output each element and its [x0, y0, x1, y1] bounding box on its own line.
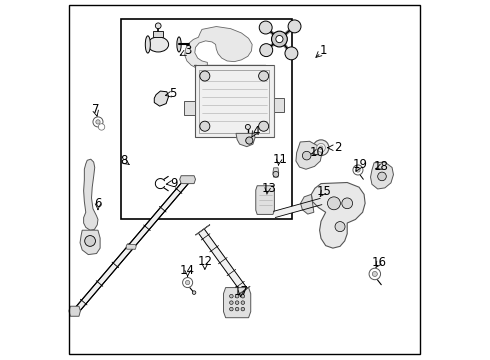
- Polygon shape: [73, 178, 190, 315]
- Circle shape: [313, 140, 329, 156]
- Text: 4: 4: [252, 125, 260, 138]
- Polygon shape: [84, 159, 98, 230]
- Circle shape: [285, 47, 298, 60]
- Polygon shape: [273, 168, 279, 177]
- Circle shape: [259, 21, 272, 34]
- Circle shape: [235, 294, 239, 298]
- Text: 5: 5: [169, 87, 176, 100]
- Circle shape: [276, 36, 283, 42]
- Text: 9: 9: [170, 177, 178, 190]
- Polygon shape: [180, 176, 196, 184]
- Ellipse shape: [148, 37, 169, 52]
- Ellipse shape: [146, 36, 150, 53]
- Circle shape: [353, 165, 363, 175]
- Polygon shape: [195, 65, 274, 137]
- Polygon shape: [196, 225, 210, 235]
- Polygon shape: [296, 141, 322, 169]
- Text: 13: 13: [261, 182, 276, 195]
- Text: 1: 1: [319, 44, 327, 57]
- Polygon shape: [80, 230, 100, 255]
- Text: 19: 19: [353, 158, 368, 171]
- Circle shape: [369, 268, 381, 280]
- Polygon shape: [300, 194, 314, 214]
- Circle shape: [273, 171, 279, 177]
- Circle shape: [259, 71, 269, 81]
- Circle shape: [98, 124, 105, 130]
- Polygon shape: [199, 65, 267, 87]
- Text: 12: 12: [198, 255, 213, 268]
- Circle shape: [85, 235, 96, 246]
- Circle shape: [317, 143, 325, 152]
- Circle shape: [288, 20, 301, 33]
- Circle shape: [356, 168, 360, 172]
- Circle shape: [302, 151, 311, 160]
- Polygon shape: [198, 229, 247, 293]
- Polygon shape: [185, 27, 252, 69]
- Text: 16: 16: [372, 256, 387, 269]
- Circle shape: [186, 280, 190, 285]
- Text: 18: 18: [374, 160, 389, 173]
- Circle shape: [319, 146, 323, 149]
- Circle shape: [200, 121, 210, 131]
- Circle shape: [259, 121, 269, 131]
- Polygon shape: [273, 198, 322, 217]
- Bar: [122, 19, 292, 219]
- Circle shape: [245, 137, 253, 144]
- Circle shape: [241, 294, 245, 298]
- Circle shape: [241, 301, 245, 305]
- Text: 15: 15: [317, 185, 331, 198]
- Circle shape: [192, 291, 196, 294]
- Circle shape: [93, 117, 103, 127]
- Circle shape: [335, 222, 345, 231]
- Circle shape: [200, 71, 210, 81]
- Polygon shape: [184, 101, 195, 116]
- Text: 6: 6: [94, 197, 102, 210]
- Circle shape: [230, 307, 233, 311]
- Polygon shape: [256, 186, 274, 215]
- Text: 14: 14: [180, 264, 195, 277]
- Polygon shape: [154, 91, 169, 106]
- Polygon shape: [126, 244, 136, 249]
- Text: 3: 3: [184, 44, 191, 57]
- Polygon shape: [236, 134, 255, 147]
- Text: 2: 2: [334, 141, 341, 154]
- Polygon shape: [274, 98, 284, 112]
- Circle shape: [235, 301, 239, 305]
- Text: 8: 8: [121, 154, 128, 167]
- Circle shape: [155, 23, 161, 29]
- Text: 11: 11: [272, 153, 288, 166]
- Circle shape: [245, 125, 250, 130]
- Circle shape: [271, 31, 287, 47]
- Polygon shape: [235, 286, 250, 297]
- Text: 17: 17: [234, 285, 249, 298]
- Circle shape: [260, 44, 273, 57]
- Ellipse shape: [177, 37, 181, 52]
- Circle shape: [230, 301, 233, 305]
- Polygon shape: [311, 183, 365, 248]
- Circle shape: [96, 120, 100, 124]
- Polygon shape: [153, 31, 163, 37]
- Circle shape: [235, 307, 239, 311]
- Polygon shape: [223, 288, 251, 318]
- Circle shape: [241, 307, 245, 311]
- Text: 10: 10: [309, 145, 324, 158]
- Circle shape: [327, 197, 341, 210]
- Circle shape: [378, 172, 386, 181]
- Polygon shape: [69, 306, 80, 316]
- Polygon shape: [370, 162, 393, 189]
- Circle shape: [372, 271, 377, 276]
- Circle shape: [183, 278, 193, 288]
- Circle shape: [342, 198, 353, 209]
- Circle shape: [230, 294, 233, 298]
- Text: 7: 7: [93, 103, 100, 116]
